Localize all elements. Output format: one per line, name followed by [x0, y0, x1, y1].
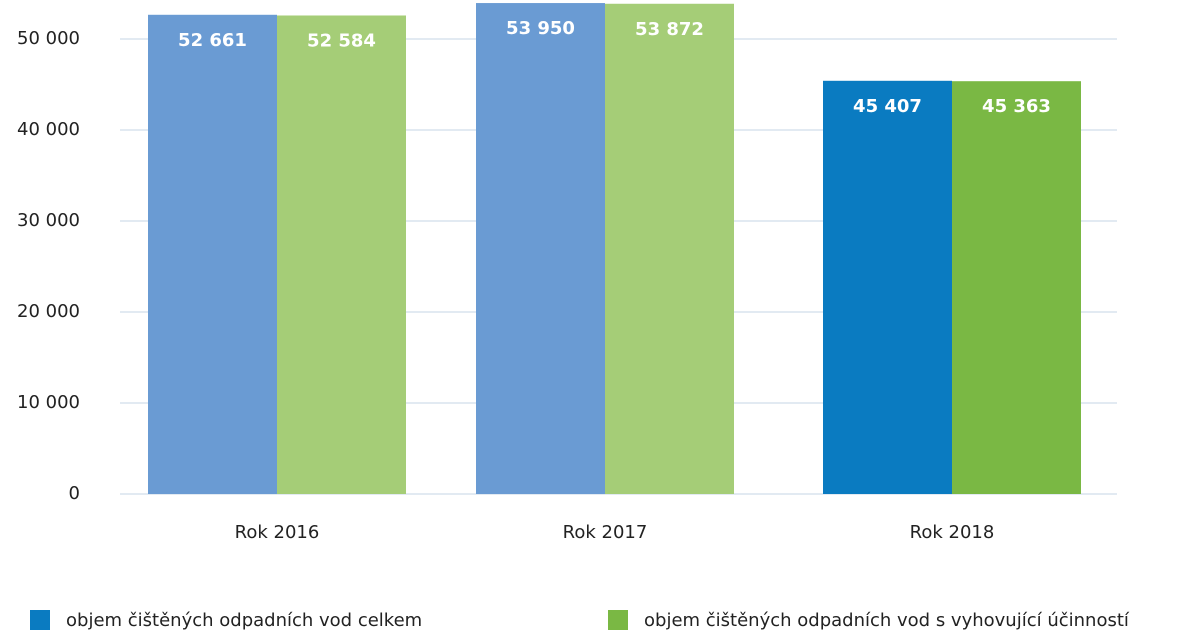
bar [148, 14, 277, 494]
value-label: 53 950 [506, 18, 575, 39]
bar [823, 80, 952, 495]
legend-swatch [608, 610, 628, 630]
y-tick-label: 40 000 [17, 119, 80, 140]
legend-label: objem čištěných odpadních vod celkem [66, 610, 422, 631]
legend-swatch [30, 610, 50, 630]
value-label: 53 872 [635, 19, 704, 40]
y-tick-label: 50 000 [17, 28, 80, 49]
y-tick-label: 0 [69, 483, 80, 504]
value-label: 52 661 [178, 30, 247, 51]
y-tick-label: 30 000 [17, 210, 80, 231]
value-label: 45 407 [853, 96, 922, 117]
x-tick-label: Rok 2016 [235, 522, 320, 543]
legend-label: objem čištěných odpadních vod s vyhovují… [644, 610, 1130, 631]
value-label: 52 584 [307, 30, 376, 51]
bar [277, 15, 406, 495]
y-tick-label: 10 000 [17, 392, 80, 413]
bar [605, 3, 734, 494]
value-label: 45 363 [982, 96, 1051, 117]
x-tick-label: Rok 2017 [563, 522, 648, 543]
y-tick-label: 20 000 [17, 301, 80, 322]
bar [952, 81, 1081, 494]
bar [476, 3, 605, 495]
x-tick-label: Rok 2018 [910, 522, 995, 543]
